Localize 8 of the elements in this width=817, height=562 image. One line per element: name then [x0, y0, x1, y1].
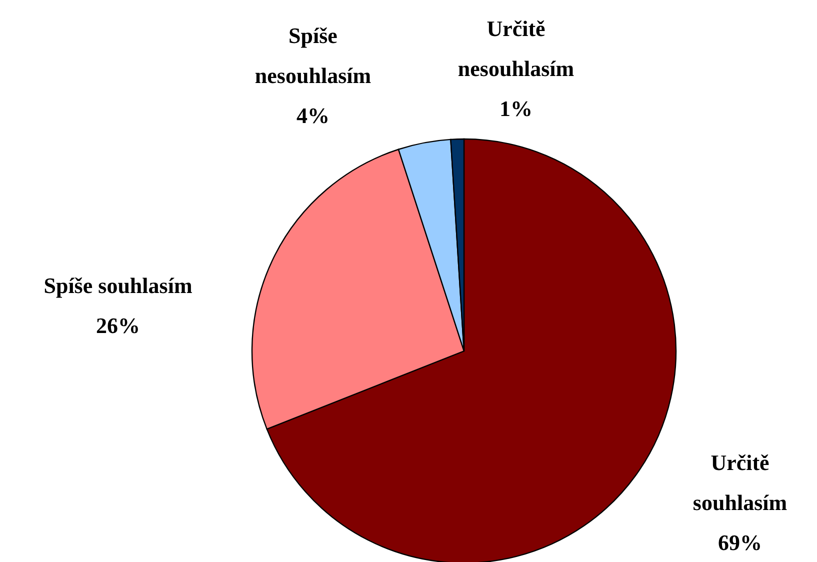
- data-label: 4%: [296, 103, 330, 128]
- slice-label: Určitě nesouhlasím: [458, 16, 574, 81]
- slice-label: Spíše souhlasím: [44, 273, 192, 298]
- slice-label: Spíše nesouhlasím: [254, 23, 372, 88]
- data-label: 1%: [500, 96, 532, 121]
- data-label: 26%: [96, 313, 140, 338]
- data-label: 69%: [718, 530, 762, 555]
- slice-label: Určitě souhlasím: [692, 450, 788, 515]
